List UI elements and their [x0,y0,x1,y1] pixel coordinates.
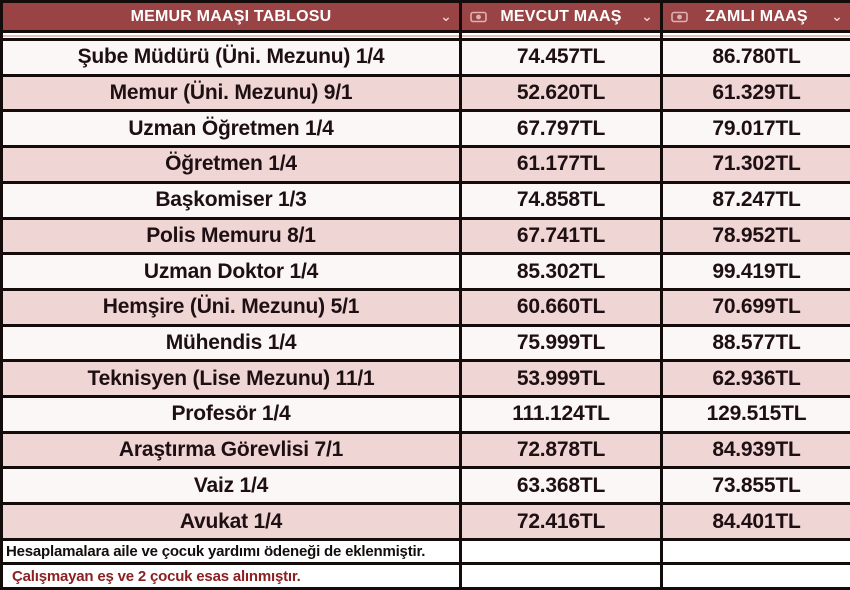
raised-salary-cell: 129.515TL [660,395,850,434]
table-row: Şube Müdürü (Üni. Mezunu) 1/4 74.457TL 86.… [0,38,850,77]
job-title-cell: Avukat 1/4 [0,502,462,541]
job-title-cell: Öğretmen 1/4 [0,145,462,184]
current-salary-cell: 61.177TL [459,145,663,184]
banknote-icon [470,10,487,23]
header-raised-salary-cell[interactable]: ZAMLI MAAŞ ⌄ [660,0,850,33]
table-title: MEMUR MAAŞI TABLOSU [130,7,332,25]
current-salary-cell: 74.457TL [459,38,663,77]
job-title-cell: Araştırma Görevlisi 7/1 [0,430,462,470]
table-row: Profesör 1/4 111.124TL 129.515TL [0,395,850,434]
job-title-cell: Memur (Üni. Mezunu) 9/1 [0,73,462,113]
header-title-cell[interactable]: MEMUR MAAŞI TABLOSU ⌄ [0,0,462,33]
current-salary-cell: 63.368TL [459,466,663,506]
current-salary-cell: 72.878TL [459,430,663,470]
header-divider-strip [0,30,850,41]
header-current-salary-cell[interactable]: MEVCUT MAAŞ ⌄ [459,0,663,33]
raised-salary-cell: 84.401TL [660,502,850,541]
footnote-text: Çalışmayan eş ve 2 çocuk esas alınmıştır… [0,562,462,590]
table-row: Hemşire (Üni. Mezunu) 5/1 60.660TL 70.699T… [0,287,850,327]
header-row: MEMUR MAAŞI TABLOSU ⌄ MEVCUT MAAŞ ⌄ [0,0,850,33]
table-row: Vaiz 1/4 63.368TL 73.855TL [0,466,850,506]
raised-salary-cell: 99.419TL [660,252,850,291]
table-row: Polis Memuru 8/1 67.741TL 78.952TL [0,216,850,256]
raised-salary-cell: 87.247TL [660,180,850,220]
table-row: Uzman Öğretmen 1/4 67.797TL 79.017TL [0,109,850,149]
raised-salary-cell: 71.302TL [660,145,850,184]
chevron-down-icon[interactable]: ⌄ [440,7,452,24]
current-salary-cell: 75.999TL [459,323,663,363]
table-row: Öğretmen 1/4 61.177TL 71.302TL [0,145,850,184]
job-title-cell: Başkomiser 1/3 [0,180,462,220]
raised-salary-cell: 78.952TL [660,216,850,256]
current-salary-cell: 60.660TL [459,287,663,327]
current-salary-cell: 72.416TL [459,502,663,541]
job-title-cell: Profesör 1/4 [0,395,462,434]
divider-cell [660,30,850,41]
table-row: Başkomiser 1/3 74.858TL 87.247TL [0,180,850,220]
job-title-cell: Hemşire (Üni. Mezunu) 5/1 [0,287,462,327]
current-salary-label: MEVCUT MAAŞ [500,7,622,25]
current-salary-cell: 67.797TL [459,109,663,149]
raised-salary-cell: 86.780TL [660,38,850,77]
job-title-cell: Teknisyen (Lise Mezunu) 11/1 [0,359,462,399]
salary-rows: Şube Müdürü (Üni. Mezunu) 1/4 74.457TL 86.… [0,38,850,541]
current-salary-cell: 52.620TL [459,73,663,113]
footnote-row: Çalışmayan eş ve 2 çocuk esas alınmıştır… [0,562,850,590]
table-row: Avukat 1/4 72.416TL 84.401TL [0,502,850,541]
current-salary-cell: 74.858TL [459,180,663,220]
job-title-cell: Uzman Doktor 1/4 [0,252,462,291]
table-row: Mühendis 1/4 75.999TL 88.577TL [0,323,850,363]
empty-cell [459,538,663,565]
raised-salary-cell: 79.017TL [660,109,850,149]
footnote-text: Hesaplamalara aile ve çocuk yardımı öden… [0,538,462,565]
divider-cell [459,30,663,41]
job-title-cell: Şube Müdürü (Üni. Mezunu) 1/4 [0,38,462,77]
current-salary-cell: 53.999TL [459,359,663,399]
raised-salary-cell: 62.936TL [660,359,850,399]
table-row: Araştırma Görevlisi 7/1 72.878TL 84.939TL [0,430,850,470]
raised-salary-cell: 70.699TL [660,287,850,327]
empty-cell [660,538,850,565]
job-title-cell: Vaiz 1/4 [0,466,462,506]
table-row: Teknisyen (Lise Mezunu) 11/1 53.999TL 62.9… [0,359,850,399]
chevron-down-icon[interactable]: ⌄ [831,7,843,24]
table-row: Memur (Üni. Mezunu) 9/1 52.620TL 61.329TL [0,73,850,113]
empty-cell [459,562,663,590]
chevron-down-icon[interactable]: ⌄ [641,7,653,24]
job-title-cell: Uzman Öğretmen 1/4 [0,109,462,149]
current-salary-cell: 67.741TL [459,216,663,256]
current-salary-cell: 85.302TL [459,252,663,291]
job-title-cell: Mühendis 1/4 [0,323,462,363]
raised-salary-cell: 88.577TL [660,323,850,363]
empty-cell [660,562,850,590]
footnote-row: Hesaplamalara aile ve çocuk yardımı öden… [0,538,850,565]
divider-cell [0,30,462,41]
current-salary-cell: 111.124TL [459,395,663,434]
raised-salary-cell: 73.855TL [660,466,850,506]
raised-salary-cell: 61.329TL [660,73,850,113]
table-row: Uzman Doktor 1/4 85.302TL 99.419TL [0,252,850,291]
raised-salary-label: ZAMLI MAAŞ [705,7,808,25]
job-title-cell: Polis Memuru 8/1 [0,216,462,256]
raised-salary-cell: 84.939TL [660,430,850,470]
banknote-icon [671,10,688,23]
